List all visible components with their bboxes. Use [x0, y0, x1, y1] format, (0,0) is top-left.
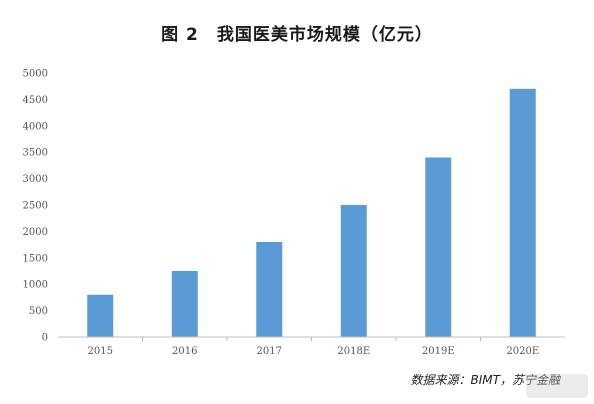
y-tick-label: 1500: [23, 253, 48, 264]
bar-2019e: [425, 157, 452, 337]
x-tick-label: 2019E: [422, 346, 455, 357]
x-tick-label: 2016: [172, 346, 197, 357]
x-tick-label: 2020E: [506, 346, 539, 357]
bars: [87, 88, 536, 337]
bar-2015: [87, 294, 114, 337]
data-source-note: 数据来源：BIMT，苏宁金融: [410, 373, 560, 387]
x-tick-label: 2017: [257, 346, 282, 357]
y-tick-label: 4000: [23, 121, 48, 132]
y-tick-label: 4500: [23, 95, 48, 106]
bar-2020e: [509, 88, 536, 337]
y-tick-label: 5000: [23, 69, 48, 80]
bar-2018e: [340, 205, 367, 337]
bar-2017: [256, 241, 283, 337]
watermark-logo: [526, 374, 588, 398]
y-tick-label: 1000: [23, 280, 48, 291]
y-axis: 0 500 1000 1500 2000 2500 3000 3500 4000 4500 5000: [23, 69, 48, 344]
y-tick-label: 0: [42, 333, 48, 344]
x-axis: 2015 2016 2017 2018E 2019E 2020E: [58, 336, 565, 357]
y-tick-label: 3500: [23, 148, 48, 159]
x-tick-label: 2015: [88, 346, 113, 357]
y-tick-label: 3000: [23, 174, 48, 185]
x-tick-label: 2018E: [337, 346, 370, 357]
y-tick-label: 2500: [23, 201, 48, 212]
bar-2016: [171, 271, 198, 337]
y-tick-label: 500: [29, 306, 48, 317]
chart-title: 图 2 我国医美市场规模（亿元）: [161, 25, 433, 45]
y-tick-label: 2000: [23, 227, 48, 238]
